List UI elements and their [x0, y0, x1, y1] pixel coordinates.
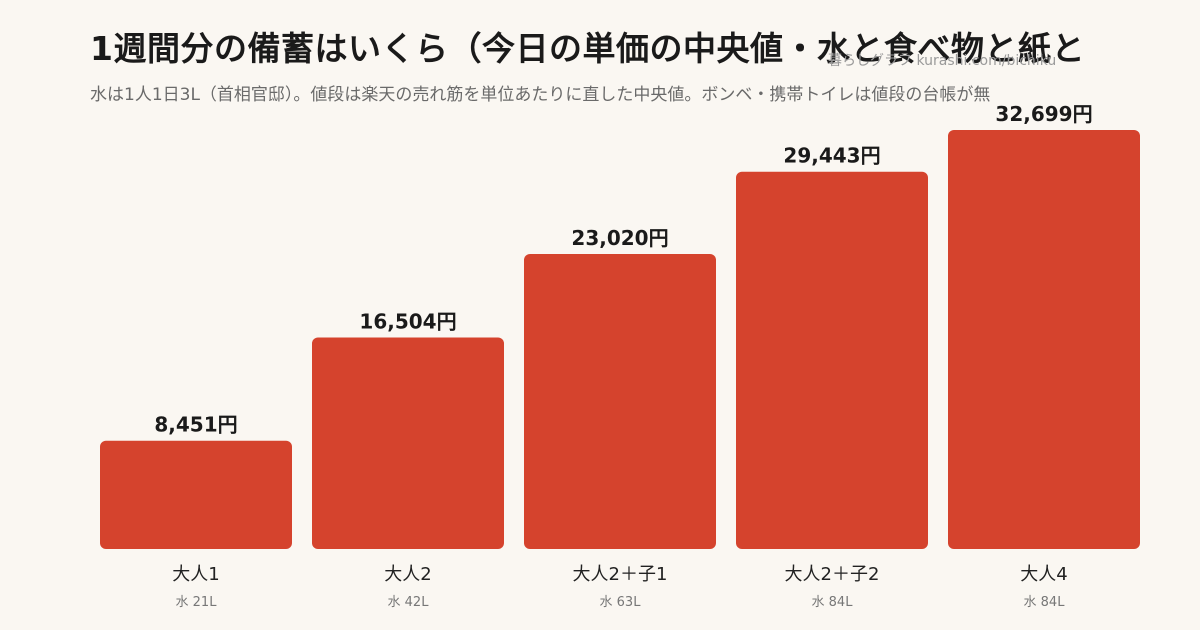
category-label-5: 大人4: [1020, 564, 1067, 585]
chart-subtitle: 水は1人1日3L（首相官邸）。値段は楽天の売れ筋を単位あたりに直した中央値。ボン…: [90, 85, 991, 105]
water-sublabel-5: 水 84L: [1024, 595, 1066, 610]
water-sublabel-4: 水 84L: [812, 595, 854, 610]
value-label-1: 8,451円: [154, 413, 237, 437]
bar-3: [524, 254, 716, 550]
water-sublabel-1: 水 21L: [176, 595, 218, 610]
category-label-3: 大人2＋子1: [573, 564, 668, 585]
bar-4: [736, 171, 928, 549]
value-label-5: 32,699円: [995, 102, 1092, 126]
water-sublabel-2: 水 42L: [388, 595, 430, 610]
chart-title: 1週間分の備蓄はいくら（今日の単価の中央値・水と食べ物と紙と: [90, 29, 1085, 68]
value-label-2: 16,504円: [359, 310, 456, 334]
bar-2: [312, 337, 504, 549]
category-label-4: 大人2＋子2: [785, 564, 880, 585]
value-label-3: 23,020円: [571, 226, 668, 250]
bar-5: [948, 130, 1140, 549]
value-label-4: 29,443円: [783, 144, 880, 168]
bar-1: [100, 440, 292, 549]
chart-credit: 暮らしグラフ kurashi.com/bichiku: [828, 53, 1057, 69]
category-label-1: 大人1: [172, 564, 219, 585]
water-sublabel-3: 水 63L: [600, 595, 642, 610]
category-label-2: 大人2: [384, 564, 431, 585]
